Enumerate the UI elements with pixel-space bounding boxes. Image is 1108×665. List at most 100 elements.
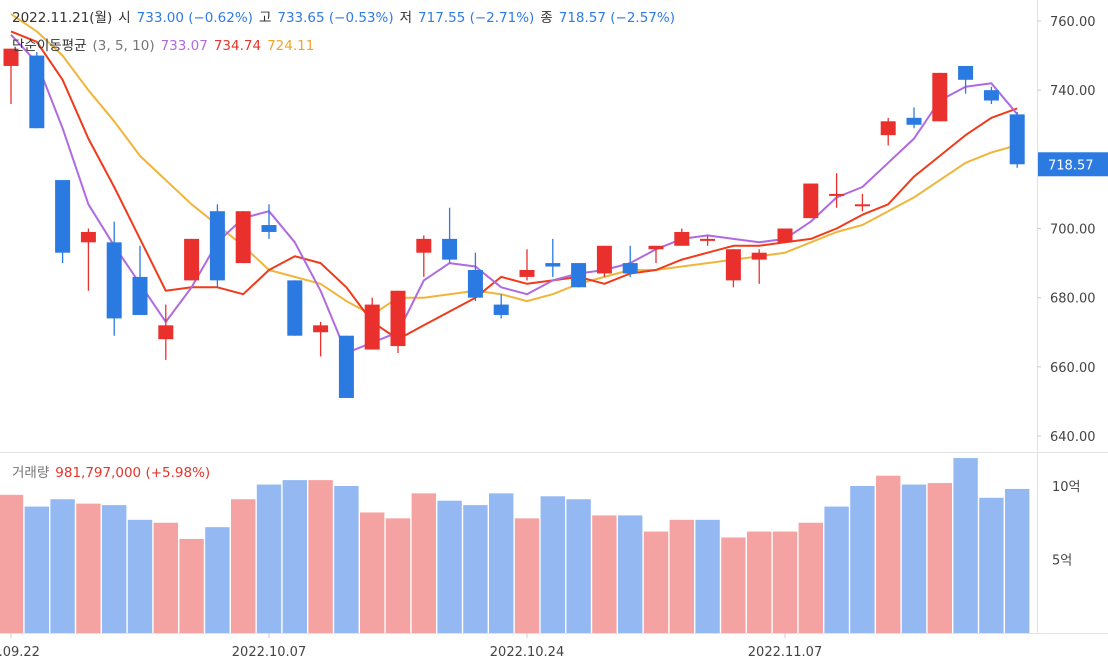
- low-label: 저: [399, 10, 413, 26]
- volume-bar: [824, 506, 849, 633]
- candlestick-series: [3, 48, 1025, 398]
- candle-body: [442, 238, 458, 260]
- candle-body: [493, 304, 509, 315]
- price-y-tick-label: 760.00: [1050, 15, 1096, 30]
- candle-body: [467, 270, 483, 298]
- candle-body: [700, 238, 716, 241]
- volume-bar: [360, 512, 385, 633]
- volume-bar: [772, 531, 798, 633]
- candle-body: [519, 270, 535, 277]
- candle-body: [958, 65, 974, 80]
- price-y-tick-label: 700.00: [1050, 223, 1096, 238]
- ma-legend-label: 단순이동평균: [12, 38, 87, 54]
- candle-body: [390, 290, 406, 347]
- candle-body: [313, 325, 329, 333]
- candle-body: [622, 263, 638, 274]
- volume-bar: [901, 484, 927, 633]
- candle-body: [416, 238, 432, 253]
- volume-bar: [24, 506, 49, 633]
- candle: [803, 183, 819, 219]
- candle: [313, 321, 329, 357]
- volume-bar: [669, 519, 694, 633]
- candle-body: [209, 211, 225, 281]
- volume-bar: [514, 518, 540, 633]
- volume-y-tick-label: 10억: [1052, 480, 1081, 495]
- volume-bar: [76, 503, 101, 633]
- candle-body: [3, 48, 19, 66]
- volume-bar: [489, 493, 514, 633]
- x-tick-label: 2022.10.24: [490, 645, 564, 660]
- candle: [777, 228, 793, 243]
- price-y-tick-label: 740.00: [1050, 84, 1096, 99]
- volume-bar: [256, 484, 282, 633]
- moving-average-legend[interactable]: 단순이동평균 (3, 5, 10) 733.07 734.74 724.11: [12, 34, 320, 54]
- open-label: 시: [118, 10, 131, 26]
- candle-body: [132, 276, 148, 315]
- price-summary-header: 2022.11.21(월) 시 733.00 (−0.62%) 고 733.65 (−0…: [12, 6, 681, 26]
- candle-body: [545, 263, 561, 267]
- candle-body: [674, 231, 690, 246]
- volume-bar: [1005, 488, 1030, 633]
- candle: [674, 228, 690, 246]
- candle: [29, 52, 45, 129]
- candle: [3, 48, 19, 104]
- volume-bar: [979, 497, 1004, 633]
- candle-body: [725, 249, 741, 281]
- volume-legend-value: 981,797,000 (+5.98%): [55, 465, 211, 481]
- candle: [364, 297, 380, 350]
- volume-bar: [463, 505, 488, 633]
- candle-body: [571, 263, 587, 288]
- price-y-tick-label: 680.00: [1050, 292, 1096, 307]
- candle: [725, 249, 741, 288]
- volume-bar: [566, 499, 591, 633]
- x-tick-label: 2022.10.07: [232, 645, 306, 660]
- candle-body: [751, 252, 767, 260]
- volume-legend-label: 거래량: [12, 465, 50, 481]
- ma3-line: [10, 34, 1018, 354]
- candle: [854, 193, 870, 212]
- candle: [596, 245, 612, 277]
- close-value: 718.57 (−2.57%): [558, 10, 675, 26]
- volume-bar: [721, 537, 746, 633]
- candle: [493, 294, 509, 319]
- candle-body: [803, 183, 819, 219]
- candle-body: [235, 211, 251, 264]
- candle: [1009, 112, 1025, 168]
- volume-bar: [437, 500, 462, 633]
- candle: [467, 252, 483, 302]
- candle-body: [1009, 114, 1025, 165]
- candle-body: [906, 117, 922, 125]
- ma3-value: 733.07: [160, 38, 208, 54]
- volume-bar: [643, 531, 669, 633]
- candle-body: [158, 325, 174, 340]
- candle: [55, 180, 71, 264]
- volume-legend[interactable]: 거래량 981,797,000 (+5.98%): [12, 461, 216, 481]
- volume-bar: [798, 522, 823, 633]
- candle-body: [880, 121, 896, 136]
- candle: [338, 335, 354, 398]
- candle: [261, 204, 277, 239]
- volume-bar: [0, 494, 24, 633]
- volume-bar: [153, 522, 178, 633]
- candle: [829, 173, 845, 208]
- candle-body: [55, 180, 71, 253]
- ma-legend-periods: (3, 5, 10): [92, 38, 155, 54]
- candle-body: [364, 304, 380, 350]
- candle: [751, 249, 767, 284]
- date-label: 2022.11.21(월): [12, 10, 113, 26]
- volume-bar: [385, 518, 411, 633]
- candle: [132, 245, 148, 315]
- volume-y-tick-label: 5억: [1052, 554, 1072, 569]
- x-tick-label: 2022.11.07: [748, 645, 822, 660]
- volume-bar: [695, 519, 720, 633]
- candle: [700, 235, 716, 246]
- candle: [209, 204, 225, 288]
- volume-bar: [282, 480, 307, 633]
- candle: [235, 211, 251, 264]
- candle: [906, 107, 922, 129]
- moving-average-lines: [10, 13, 1018, 354]
- candle-body: [80, 231, 96, 243]
- candle-body: [983, 90, 999, 101]
- candle: [648, 245, 664, 264]
